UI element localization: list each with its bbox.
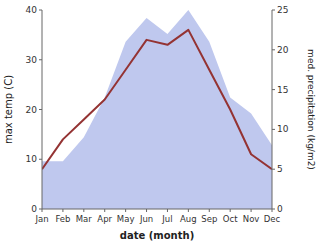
x-tick-label: Feb — [55, 214, 70, 224]
x-tick-label: Jun — [139, 214, 153, 224]
y-tick — [39, 159, 42, 160]
y2-axis-line — [272, 10, 273, 209]
y2-tick-label: 20 — [277, 45, 289, 55]
x-tick — [230, 209, 231, 212]
y-tick-label: 20 — [26, 105, 38, 115]
x-tick — [62, 209, 63, 212]
y-tick — [39, 10, 42, 11]
x-tick-label: Jul — [161, 214, 172, 224]
y2-tick — [272, 89, 275, 90]
x-tick — [209, 209, 210, 212]
x-tick-label: Apr — [97, 214, 112, 224]
plot-area — [42, 10, 272, 209]
x-axis-line — [42, 209, 272, 210]
x-tick-label: Dec — [264, 214, 281, 224]
axes: JanFebMarAprMayJunJulAugSepOctNovDec0102… — [26, 5, 289, 224]
precipitation-area — [42, 10, 272, 209]
y2-axis-label: med. precipitation (kg/m2) — [306, 49, 316, 170]
x-tick — [251, 209, 252, 212]
y-tick — [39, 209, 42, 210]
y2-tick-label: 0 — [277, 204, 283, 214]
x-axis-label: date (month) — [120, 230, 194, 241]
x-tick — [188, 209, 189, 212]
y-tick-label: 40 — [26, 5, 38, 15]
x-tick — [83, 209, 84, 212]
y2-tick — [272, 209, 275, 210]
y-axis-label: max temp (C) — [3, 75, 14, 144]
y-tick — [39, 59, 42, 60]
y2-tick-label: 10 — [277, 124, 289, 134]
y2-tick-label: 25 — [277, 5, 288, 15]
y-tick-label: 10 — [26, 154, 38, 164]
y-tick — [39, 109, 42, 110]
y2-tick — [272, 49, 275, 50]
temperature-line — [42, 30, 272, 169]
y-tick-label: 0 — [31, 204, 37, 214]
y-tick-label: 30 — [26, 55, 38, 65]
x-tick — [125, 209, 126, 212]
y2-tick — [272, 10, 275, 11]
x-tick-label: Oct — [223, 214, 238, 224]
x-tick-label: Aug — [180, 214, 197, 224]
x-tick-label: Nov — [243, 214, 260, 224]
x-tick-label: Sep — [201, 214, 217, 224]
y2-tick-label: 5 — [277, 164, 283, 174]
x-tick — [146, 209, 147, 212]
y2-tick — [272, 129, 275, 130]
x-tick-label: May — [117, 214, 135, 224]
y2-tick-label: 15 — [277, 85, 288, 95]
chart: JanFebMarAprMayJunJulAugSepOctNovDec0102… — [0, 0, 318, 247]
y2-tick — [272, 169, 275, 170]
x-tick — [167, 209, 168, 212]
chart-container: JanFebMarAprMayJunJulAugSepOctNovDec0102… — [0, 0, 318, 247]
x-tick-label: Mar — [76, 214, 93, 224]
x-tick — [104, 209, 105, 212]
x-tick-label: Jan — [34, 214, 48, 224]
